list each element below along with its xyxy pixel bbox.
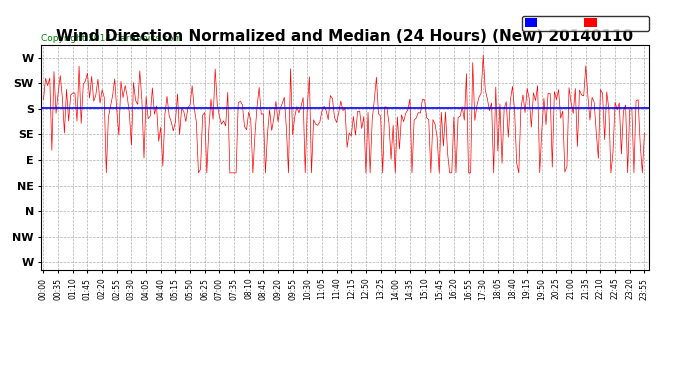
Legend: Average, Direction: Average, Direction — [522, 16, 649, 31]
Title: Wind Direction Normalized and Median (24 Hours) (New) 20140110: Wind Direction Normalized and Median (24… — [57, 29, 633, 44]
Text: Copyright 2014 Cartronics.com: Copyright 2014 Cartronics.com — [41, 34, 183, 43]
